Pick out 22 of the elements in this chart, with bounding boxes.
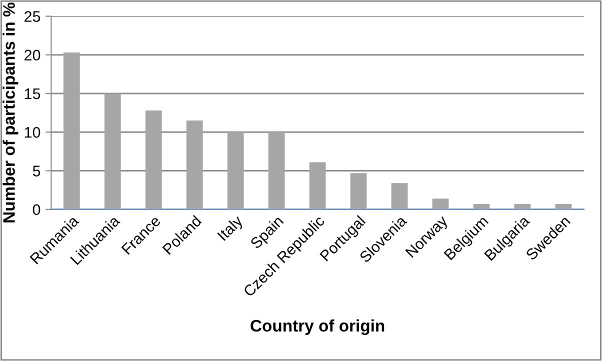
bar [473,204,490,210]
bar [432,198,449,210]
bar [391,183,408,210]
bar [63,52,80,210]
bar [555,204,572,210]
y-axis-title: Number of participants in % [2,2,18,222]
y-tick-label: 25 [24,11,40,22]
bar [268,132,285,210]
bar [350,173,367,210]
bar [309,162,326,210]
bar [186,120,203,210]
y-tick-label: 20 [24,50,40,61]
x-tick-label: Italy [216,214,246,244]
bar [514,204,531,210]
bar [145,110,162,210]
bar [104,94,121,210]
bar [227,132,244,210]
y-tick-label: 10 [24,126,40,138]
x-axis-title: Country of origin [250,319,384,336]
y-tick-label: 15 [24,88,40,100]
y-tick-label: 0 [32,204,40,216]
y-tick-label: 5 [32,166,40,176]
